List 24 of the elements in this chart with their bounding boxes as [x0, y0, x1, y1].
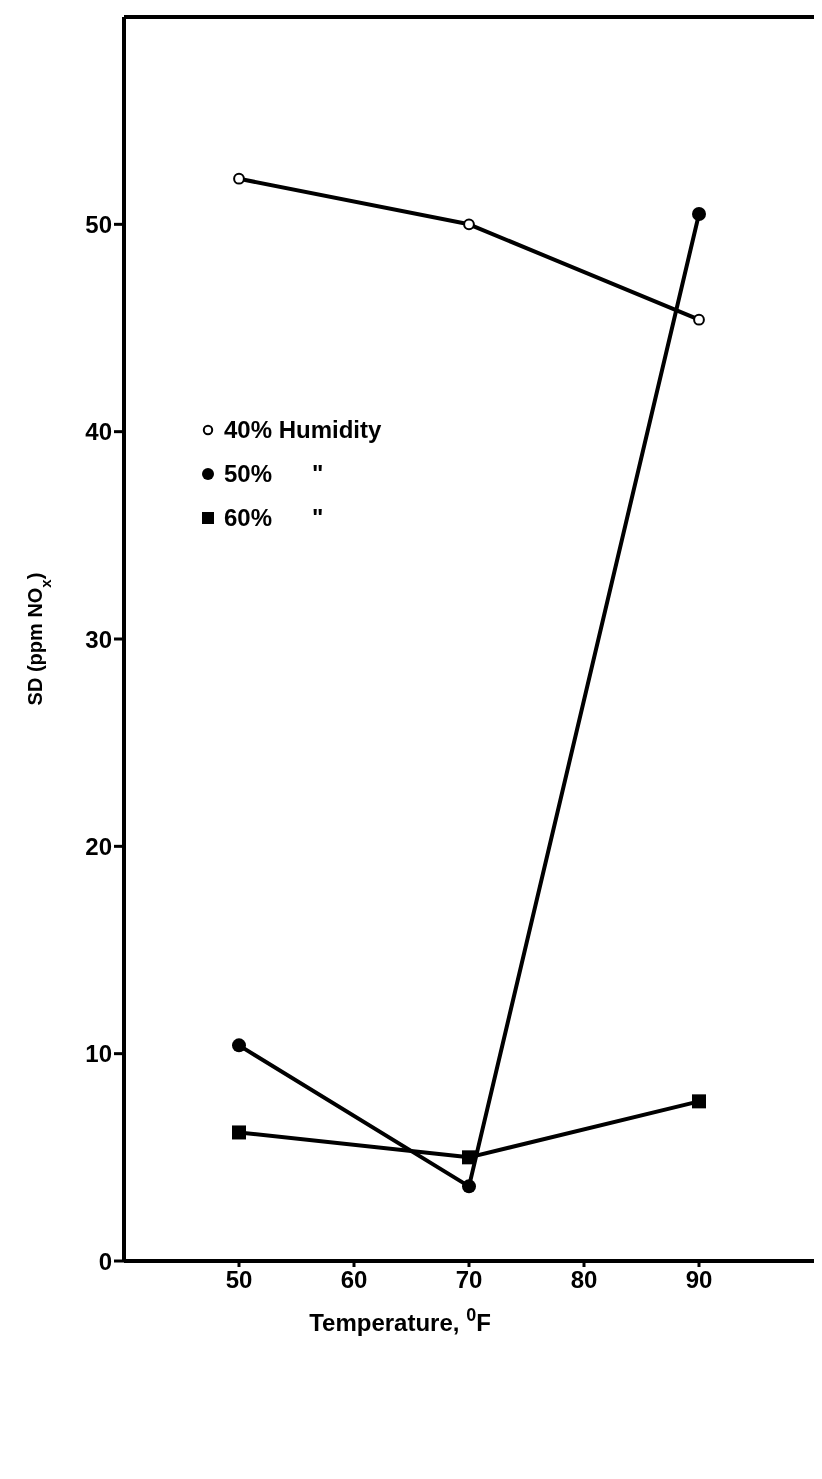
- x-tick-label: 60: [340, 1266, 368, 1294]
- point: [462, 1150, 476, 1165]
- point: [692, 1094, 706, 1109]
- y-tick-label: 50: [85, 210, 112, 238]
- y-tick-label: 20: [85, 832, 112, 860]
- legend-label: 50% ": [224, 460, 324, 488]
- x-tick-label: 80: [570, 1266, 598, 1294]
- x-axis-title: Temperature, $^{0}$F: [309, 1305, 491, 1336]
- legend-label: 60% ": [224, 504, 324, 532]
- x-tick-label: 50: [225, 1266, 253, 1294]
- point: [462, 1179, 476, 1194]
- point: [233, 172, 245, 185]
- point: [463, 218, 475, 231]
- x-tick-label: 90: [685, 1266, 713, 1294]
- point: [693, 313, 705, 326]
- point: [232, 1125, 246, 1140]
- y-tick-label: 40: [85, 418, 112, 446]
- x-tick-label: 70: [455, 1266, 483, 1294]
- point: [692, 206, 706, 221]
- y-tick-label: 10: [85, 1040, 112, 1068]
- point: [232, 1038, 246, 1053]
- y-tick-label: 0: [98, 1247, 112, 1275]
- legend-label: 40% Humidity: [224, 416, 382, 444]
- y-tick-label: 30: [85, 625, 112, 653]
